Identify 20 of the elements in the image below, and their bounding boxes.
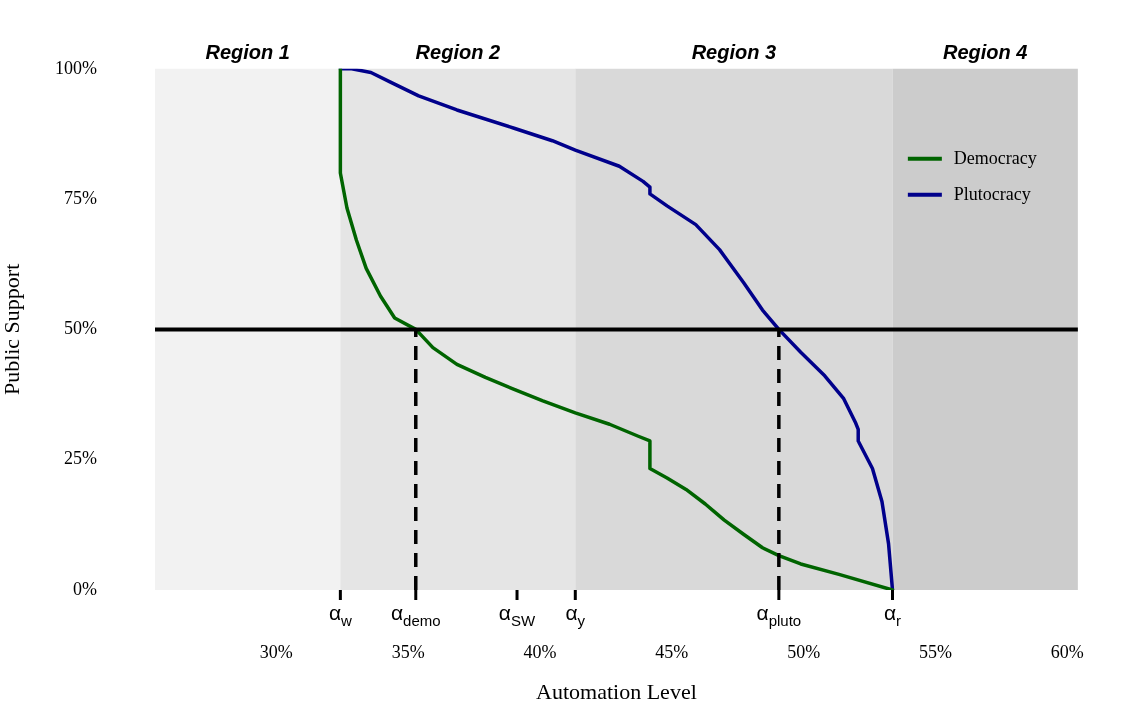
- x-tick-label: 40%: [523, 641, 557, 662]
- x-tick-label: 60%: [1050, 641, 1084, 662]
- y-tick-label: 75%: [64, 187, 97, 208]
- band-label: Region 1: [205, 41, 290, 64]
- band-label: Region 2: [415, 41, 501, 64]
- y-tick-label: 50%: [64, 318, 97, 339]
- y-tick-label: 100%: [55, 57, 97, 78]
- legend-label: Plutocracy: [953, 183, 1031, 204]
- x-tick-label: 30%: [259, 641, 293, 662]
- x-tick-label: 50%: [787, 641, 821, 662]
- legend-label: Democracy: [953, 147, 1037, 168]
- x-tick-label: 35%: [391, 641, 425, 662]
- x-tick-label: 45%: [655, 641, 689, 662]
- y-tick-label: 0%: [73, 578, 97, 599]
- band-label: Region 3: [691, 41, 777, 64]
- band-label: Region 4: [942, 41, 1028, 64]
- x-tick-label: 55%: [918, 641, 952, 662]
- y-axis-title: Public Support: [0, 263, 24, 396]
- x-axis-title: Automation Level: [536, 678, 697, 704]
- y-tick-label: 25%: [64, 448, 97, 469]
